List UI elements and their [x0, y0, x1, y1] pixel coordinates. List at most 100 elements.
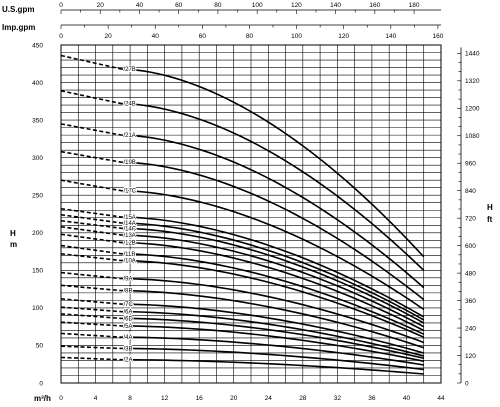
y-left-tick-label: 400: [32, 80, 43, 87]
imp-gpm-tick-label: 120: [338, 33, 349, 40]
curve-label: /2A: [123, 358, 132, 364]
curve-solid: [121, 317, 424, 359]
curve-dashed: [60, 313, 122, 320]
curve-dashed: [60, 298, 122, 305]
y-right-tick-label: 360: [465, 298, 476, 305]
curve-label: /7C: [123, 302, 133, 308]
x-axis-label: m³/h: [34, 394, 51, 403]
x-tick-label: 12: [161, 395, 169, 402]
curve-label: /15A: [123, 215, 135, 221]
curve-label: /14C: [123, 226, 136, 232]
curve-label: /27B: [123, 67, 135, 73]
curve-dashed: [60, 54, 122, 70]
curve-label: /17C: [123, 189, 136, 195]
curve-dashed: [60, 332, 122, 338]
curve-label: /13A: [123, 233, 135, 239]
curve-solid: [121, 222, 425, 321]
x-tick-label: 28: [299, 395, 307, 402]
y-right-tick-label: 960: [465, 161, 476, 168]
curve-solid: [121, 336, 424, 366]
curve-dashed: [60, 150, 122, 163]
curve-label: /12B: [123, 241, 135, 247]
us-gpm-tick-label: 0: [59, 2, 63, 9]
curve-solid: [121, 259, 425, 338]
x-tick-label: 4: [94, 395, 98, 402]
curve-label: /11B: [123, 252, 135, 258]
y-right-tick-label: 240: [465, 325, 476, 332]
curve-solid: [121, 102, 425, 271]
y-right-tick-label: 720: [465, 215, 476, 222]
imp-gpm-tick-label: 40: [152, 33, 160, 40]
curve-solid: [121, 325, 424, 363]
curve-dashed: [60, 213, 122, 224]
y-left-tick-label: 100: [32, 305, 43, 312]
us-gpm-label: U.S.gpm: [2, 5, 34, 14]
curve-solid: [121, 358, 424, 375]
curve-dashed: [60, 271, 122, 280]
x-tick-label: 24: [265, 395, 273, 402]
y-right-tick-label: 1320: [465, 78, 480, 85]
curve-dashed: [60, 321, 122, 327]
curve-dashed: [60, 90, 122, 105]
imp-gpm-tick-label: 20: [104, 33, 112, 40]
curve-label: /24B: [123, 102, 135, 108]
curve-solid: [121, 289, 424, 349]
y-left-tick-label: 150: [32, 268, 43, 275]
plot-border: [60, 44, 442, 384]
imp-gpm-tick-label: 160: [432, 33, 443, 40]
curve-dashed: [60, 253, 122, 262]
curve-solid: [121, 234, 425, 328]
curve-solid: [121, 227, 425, 324]
x-tick-label: 20: [230, 395, 238, 402]
x-tick-label: 32: [334, 395, 342, 402]
us-gpm-tick-label: 60: [175, 2, 183, 9]
curve-label: /3B: [123, 346, 132, 352]
us-gpm-tick-label: 140: [330, 2, 341, 9]
curve-label: /9A: [123, 277, 132, 283]
x-tick-label: 16: [196, 395, 204, 402]
us-gpm-tick-label: 120: [291, 2, 302, 9]
y-left-label-h: H: [10, 229, 16, 238]
curve-solid: [121, 189, 425, 311]
y-right-tick-label: 1200: [465, 106, 480, 113]
y-right-tick-label: 840: [465, 188, 476, 195]
curve-dashed: [60, 345, 122, 350]
us-gpm-tick-label: 100: [252, 2, 263, 9]
grid: [60, 44, 442, 384]
curve-solid: [121, 134, 425, 289]
us-gpm-tick-label: 40: [136, 2, 144, 9]
curve-label: /14A: [123, 221, 135, 227]
curve-solid: [121, 347, 424, 371]
us-gpm-tick-label: 20: [97, 2, 105, 9]
curve-label: /4A: [123, 335, 132, 341]
curve-dashed: [60, 219, 122, 230]
y-left-tick-label: 350: [32, 117, 43, 124]
y-right-tick-label: 1440: [465, 51, 480, 58]
curve-dashed: [60, 179, 122, 192]
y-right-tick-label: 480: [465, 270, 476, 277]
curve-label: /21A: [123, 133, 135, 139]
y-right-label-h: H: [487, 203, 493, 212]
y-right-label-unit: ft: [487, 215, 493, 224]
us-gpm-tick-label: 180: [409, 2, 420, 9]
imp-gpm-tick-label: 100: [291, 33, 302, 40]
imp-gpm-label: Imp.gpm: [2, 23, 35, 32]
y-right-tick-label: 120: [465, 353, 476, 360]
x-tick-label: 8: [128, 395, 132, 402]
series-lines: [60, 54, 425, 375]
curve-dashed: [60, 284, 122, 292]
curve-solid: [121, 216, 425, 318]
y-left-tick-label: 300: [32, 155, 43, 162]
y-left-tick-label: 200: [32, 230, 43, 237]
curve-solid: [121, 277, 425, 344]
us-gpm-tick-label: 160: [369, 2, 380, 9]
curve-label: /8B: [123, 289, 132, 295]
imp-gpm-tick-label: 80: [246, 33, 254, 40]
curve-label: /5A: [123, 324, 132, 330]
curve-dashed: [60, 244, 122, 255]
curve-label: /19B: [123, 160, 135, 166]
curve-label: /6D: [123, 316, 133, 322]
x-tick-label: 44: [437, 395, 445, 402]
curve-dashed: [60, 356, 122, 361]
